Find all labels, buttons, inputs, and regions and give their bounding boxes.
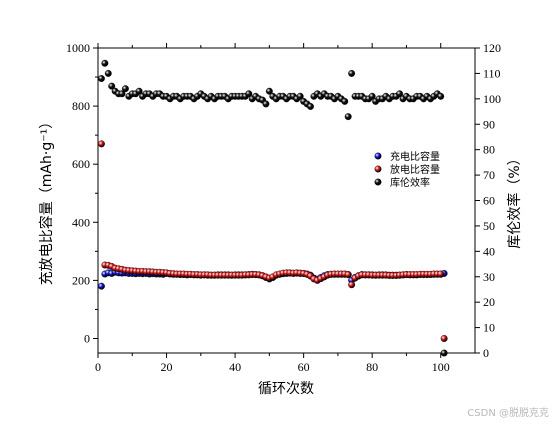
y-right-tick-label: 10 bbox=[483, 321, 495, 335]
data-point-efficiency bbox=[348, 69, 356, 77]
data-point-efficiency bbox=[296, 92, 304, 100]
y-right-tick-label: 0 bbox=[483, 346, 489, 360]
x-tick-label: 40 bbox=[229, 360, 241, 374]
data-point-efficiency bbox=[307, 103, 314, 110]
y-left-tick-label: 600 bbox=[72, 157, 90, 171]
y-right-tick-label: 60 bbox=[483, 194, 495, 208]
data-point-efficiency bbox=[118, 90, 126, 98]
y-left-axis-title: 充放电比容量（mAh·g⁻¹） bbox=[38, 115, 55, 285]
y-left-tick-label: 400 bbox=[72, 215, 90, 229]
legend-label: 放电比容量 bbox=[390, 163, 440, 176]
data-point-efficiency bbox=[135, 87, 143, 95]
legend-marker bbox=[374, 152, 382, 160]
y-right-tick-label: 20 bbox=[483, 295, 495, 309]
data-point-efficiency bbox=[265, 87, 273, 95]
data-point-efficiency bbox=[121, 85, 129, 93]
x-tick-label: 100 bbox=[432, 360, 450, 374]
data-points bbox=[97, 59, 448, 357]
y-right-axis-title: 库伦效率（%） bbox=[506, 151, 523, 248]
y-left-tick-label: 800 bbox=[72, 99, 90, 113]
data-point-efficiency bbox=[341, 97, 349, 105]
data-point-efficiency bbox=[440, 349, 448, 357]
data-point-efficiency bbox=[437, 92, 445, 100]
y-right-tick-label: 120 bbox=[483, 41, 501, 55]
legend-marker bbox=[374, 165, 382, 173]
data-point-discharge bbox=[344, 271, 352, 279]
watermark: CSDN @脱脱克克 bbox=[467, 406, 549, 419]
y-right-tick-label: 80 bbox=[483, 143, 495, 157]
x-tick-label: 0 bbox=[95, 360, 101, 374]
data-point-discharge bbox=[440, 335, 448, 342]
x-tick-label: 60 bbox=[298, 360, 310, 374]
data-point-charge bbox=[97, 282, 105, 290]
legend-marker bbox=[374, 178, 382, 186]
x-tick-label: 20 bbox=[161, 360, 173, 374]
y-right-tick-label: 40 bbox=[483, 244, 495, 258]
data-point-efficiency bbox=[97, 75, 105, 82]
legend-box bbox=[368, 147, 452, 189]
data-point-efficiency bbox=[101, 59, 109, 67]
data-point-efficiency bbox=[104, 69, 112, 77]
data-point-efficiency bbox=[108, 82, 116, 90]
data-point-discharge bbox=[97, 140, 105, 148]
y-right-tick-label: 90 bbox=[483, 117, 495, 131]
y-right-tick-label: 50 bbox=[483, 219, 495, 233]
legend-label: 库伦效率 bbox=[390, 176, 430, 189]
data-point-efficiency bbox=[368, 92, 376, 100]
legend-label: 充电比容量 bbox=[390, 150, 440, 163]
data-point-discharge bbox=[348, 281, 356, 289]
data-point-efficiency bbox=[245, 90, 253, 98]
y-right-tick-label: 30 bbox=[483, 270, 495, 284]
x-axis-title: 循环次数 bbox=[258, 381, 314, 397]
y-right-tick-label: 110 bbox=[483, 66, 501, 80]
data-point-efficiency bbox=[262, 100, 270, 108]
data-point-discharge bbox=[437, 270, 445, 278]
y-right-tick-label: 100 bbox=[483, 92, 501, 106]
y-right-tick-label: 70 bbox=[483, 168, 495, 182]
axis-ticks: 0 20 40 60 80 1000200400600800100001020304050… bbox=[66, 41, 501, 374]
data-point-efficiency bbox=[344, 113, 352, 121]
y-left-tick-label: 200 bbox=[72, 273, 90, 287]
y-left-tick-label: 0 bbox=[84, 331, 90, 345]
x-tick-label: 80 bbox=[366, 360, 378, 374]
data-point-efficiency bbox=[396, 90, 404, 98]
y-left-tick-label: 1000 bbox=[66, 41, 90, 55]
